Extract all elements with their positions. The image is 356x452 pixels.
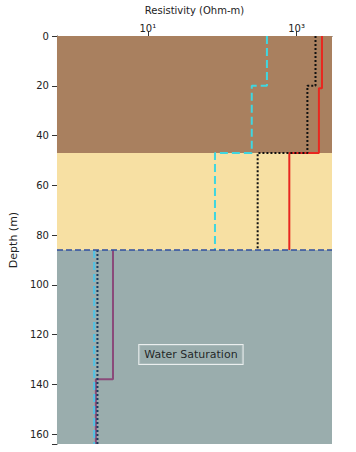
svg-text:Water Saturation: Water Saturation	[144, 348, 237, 361]
svg-text:10³: 10³	[288, 23, 305, 34]
svg-text:Depth (m): Depth (m)	[7, 212, 20, 268]
svg-text:0: 0	[43, 31, 49, 42]
svg-text:120: 120	[30, 329, 49, 340]
svg-text:10¹: 10¹	[139, 23, 156, 34]
svg-text:20: 20	[36, 80, 49, 91]
svg-text:100: 100	[30, 279, 49, 290]
svg-text:40: 40	[36, 130, 49, 141]
svg-text:160: 160	[30, 429, 49, 440]
svg-text:140: 140	[30, 379, 49, 390]
svg-text:60: 60	[36, 180, 49, 191]
svg-text:Resistivity (Ohm-m): Resistivity (Ohm-m)	[145, 5, 244, 16]
svg-text:80: 80	[36, 230, 49, 241]
